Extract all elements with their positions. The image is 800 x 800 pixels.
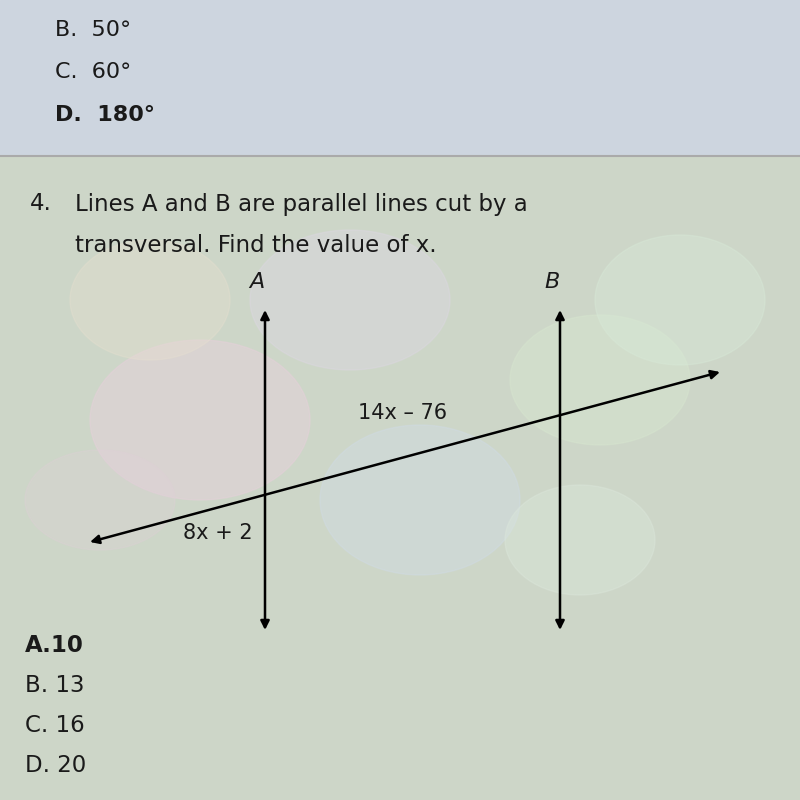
Ellipse shape — [595, 235, 765, 365]
Text: 4.: 4. — [30, 193, 52, 215]
Text: 14x – 76: 14x – 76 — [358, 403, 447, 423]
Text: D.  180°: D. 180° — [55, 105, 155, 125]
Ellipse shape — [320, 425, 520, 575]
Text: Lines A and B are parallel lines cut by a: Lines A and B are parallel lines cut by … — [75, 193, 528, 215]
Ellipse shape — [90, 340, 310, 500]
Ellipse shape — [25, 450, 175, 550]
Text: C. 16: C. 16 — [25, 714, 85, 737]
Ellipse shape — [250, 230, 450, 370]
Ellipse shape — [70, 240, 230, 360]
Bar — [0, 0, 800, 156]
Ellipse shape — [510, 315, 690, 445]
Ellipse shape — [505, 485, 655, 595]
Text: A.10: A.10 — [25, 634, 84, 657]
Text: 8x + 2: 8x + 2 — [183, 522, 253, 542]
Text: B: B — [544, 272, 560, 292]
Text: C.  60°: C. 60° — [55, 62, 131, 82]
Text: A: A — [250, 272, 265, 292]
Text: B.  50°: B. 50° — [55, 20, 131, 40]
Text: B. 13: B. 13 — [25, 674, 85, 697]
Text: D. 20: D. 20 — [25, 754, 86, 777]
Text: transversal. Find the value of x.: transversal. Find the value of x. — [75, 234, 437, 258]
Bar — [0, 156, 800, 800]
